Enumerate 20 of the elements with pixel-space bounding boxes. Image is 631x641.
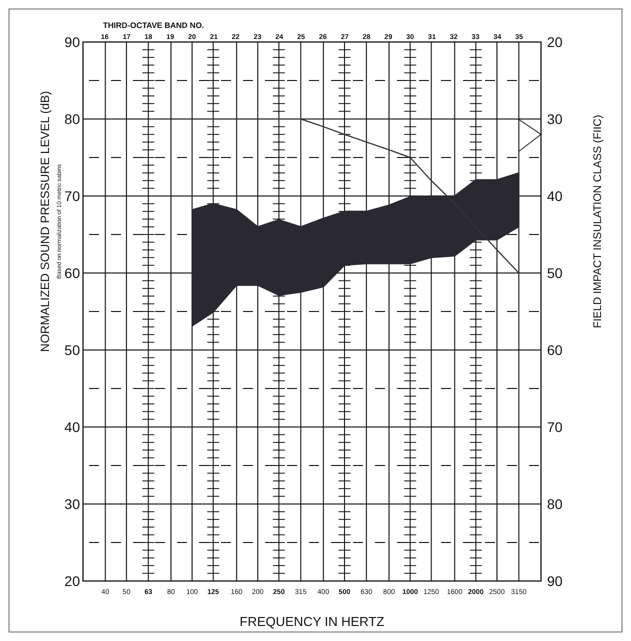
y2-tick-label: 30: [547, 111, 563, 127]
y-tick-label: 60: [64, 265, 80, 281]
y2-axis-title: FIELD IMPACT INSULATION CLASS (FIIC): [592, 114, 604, 328]
x-axis-title: FREQUENCY IN HERTZ: [240, 614, 384, 629]
y2-tick-label: 70: [547, 419, 563, 435]
x2-axis-title: THIRD-OCTAVE BAND NO.: [103, 21, 204, 30]
y-tick-label: 40: [64, 419, 80, 435]
y2-tick-label: 40: [547, 188, 563, 204]
y-tick-label: 70: [64, 188, 80, 204]
y2-tick-label: 20: [547, 34, 563, 50]
y2-tick-label: 50: [547, 265, 563, 281]
y-tick-label: 30: [64, 496, 80, 512]
y-axis-title: NORMALIZED SOUND PRESSURE LEVEL (dB): [38, 91, 52, 352]
y2-tick-label: 60: [547, 342, 563, 358]
y2-tick-label: 90: [547, 573, 563, 589]
y-tick-label: 80: [64, 111, 80, 127]
y-tick-label: 50: [64, 342, 80, 358]
y-tick-label: 20: [64, 573, 80, 589]
y-tick-label: 90: [64, 34, 80, 50]
y2-tick-label: 80: [547, 496, 563, 512]
